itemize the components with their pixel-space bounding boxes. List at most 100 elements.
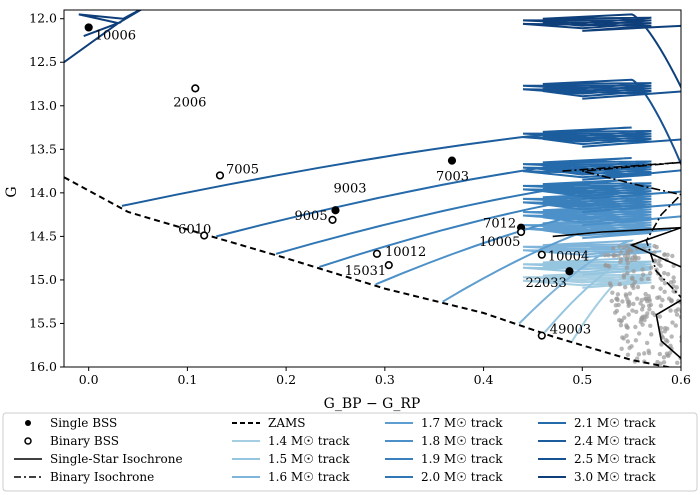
legend-entry-label: 1.8 M☉ track xyxy=(421,434,503,448)
cluster-star-point xyxy=(616,317,622,323)
cluster-star-point xyxy=(617,244,622,249)
cluster-star-point xyxy=(679,334,681,340)
cluster-star-point xyxy=(608,283,613,288)
cluster-star-point xyxy=(658,263,663,269)
cluster-star-point xyxy=(686,357,690,361)
cluster-star-point xyxy=(640,272,646,277)
cluster-star-point xyxy=(662,280,668,286)
cluster-star-point xyxy=(624,265,630,271)
cluster-main-sequence xyxy=(602,242,690,366)
cluster-star-point xyxy=(684,351,688,355)
y-tick-label: 13.0 xyxy=(29,98,57,113)
y-tick-label: 15.0 xyxy=(29,272,57,287)
legend-entry-label: Single-Star Isochrone xyxy=(50,452,183,466)
cluster-star-point xyxy=(669,299,674,304)
x-tick-label: 0.0 xyxy=(79,372,99,387)
reference-lines xyxy=(64,161,681,367)
cluster-star-point xyxy=(624,294,629,299)
cluster-star-point xyxy=(616,253,621,258)
cluster-star-point xyxy=(662,325,668,331)
cluster-star-point xyxy=(674,285,679,290)
x-tick-label: 0.1 xyxy=(177,372,197,387)
cluster-star-point xyxy=(657,258,662,263)
track-line xyxy=(522,13,681,90)
cluster-star-point xyxy=(670,253,675,259)
single-bss-marker xyxy=(331,206,340,215)
cluster-star-point xyxy=(669,334,674,339)
cluster-star-point xyxy=(624,333,629,338)
cluster-star-point xyxy=(629,344,634,349)
cluster-star-point xyxy=(618,259,623,264)
y-tick-label: 14.5 xyxy=(29,228,57,243)
legend-entry-label: 3.0 M☉ track xyxy=(574,470,656,484)
cluster-star-point xyxy=(657,351,663,357)
legend-entry-label: 2.1 M☉ track xyxy=(574,416,656,430)
cluster-star-point xyxy=(617,282,622,287)
cluster-star-point xyxy=(624,256,630,262)
cluster-star-point xyxy=(645,311,650,316)
star-id-label: 10012 xyxy=(385,245,426,260)
cluster-star-point xyxy=(675,360,680,366)
star-id-label: 10005 xyxy=(479,235,520,250)
cluster-star-point xyxy=(631,269,636,274)
cluster-star-point xyxy=(640,304,646,309)
cluster-star-point xyxy=(658,303,664,308)
cluster-star-point xyxy=(665,252,670,258)
cluster-star-point xyxy=(674,312,680,317)
cluster-star-point xyxy=(654,244,659,250)
cluster-star-point xyxy=(639,276,644,282)
cluster-star-point xyxy=(635,296,640,301)
cluster-star-point xyxy=(679,338,681,344)
binary-bss-marker xyxy=(372,249,382,258)
cluster-star-point xyxy=(625,249,630,254)
cluster-star-point xyxy=(642,351,647,356)
legend-entry-label: 1.5 M☉ track xyxy=(268,452,350,466)
cluster-star-point xyxy=(626,299,632,304)
cluster-star-point xyxy=(662,252,667,257)
cluster-star-point xyxy=(671,288,676,294)
cluster-star-point xyxy=(622,284,628,290)
legend-entry-label: Binary BSS xyxy=(50,434,119,448)
star-id-label: 10006 xyxy=(95,28,136,43)
legend-entry-label: 1.6 M☉ track xyxy=(268,470,350,484)
binary-bss-marker xyxy=(537,250,546,259)
cluster-star-point xyxy=(642,317,647,323)
cluster-star-point xyxy=(618,323,624,328)
star-id-label: 15031 xyxy=(345,264,386,279)
y-tick-label: 15.5 xyxy=(29,315,57,330)
cluster-star-point xyxy=(619,346,624,352)
cluster-star-point xyxy=(678,314,681,320)
cluster-star-point xyxy=(659,342,664,347)
cluster-star-point xyxy=(636,352,642,357)
legend-entry-label: Single BSS xyxy=(50,416,117,430)
y-tick-label: 12.0 xyxy=(29,11,57,26)
x-tick-label: 0.3 xyxy=(375,372,395,387)
cluster-star-point xyxy=(643,291,648,297)
cluster-star-point xyxy=(649,265,654,270)
legend-entry-label: Binary Isochrone xyxy=(50,470,154,484)
cluster-star-point xyxy=(620,299,625,304)
cluster-star-point xyxy=(658,286,663,291)
legend: Single BSS Binary BSS Single-Star Isochron… xyxy=(2,412,698,492)
cluster-star-point xyxy=(675,307,681,312)
bss-markers: 10006 9003 7003 7012 22033 2006 7005 6010 9005 10… xyxy=(84,23,591,340)
x-tick-label: 0.6 xyxy=(671,372,691,387)
single-bss-marker xyxy=(84,23,93,32)
cluster-star-point xyxy=(661,355,667,360)
binary-bss-marker xyxy=(191,84,200,93)
cluster-star-point xyxy=(646,296,652,302)
cluster-star-point xyxy=(646,303,652,308)
cluster-star-point xyxy=(625,352,631,358)
cluster-star-point xyxy=(671,275,676,280)
cluster-star-point xyxy=(625,325,630,330)
legend-box xyxy=(2,412,698,492)
single-bss-marker xyxy=(447,156,457,165)
cluster-star-point xyxy=(611,245,616,251)
star-id-label: 9005 xyxy=(295,209,328,224)
cluster-star-point xyxy=(636,331,642,336)
cluster-star-point xyxy=(671,279,676,284)
legend-entry-label: ZAMS xyxy=(268,416,306,430)
cluster-star-point xyxy=(657,295,662,300)
zams-line xyxy=(64,176,673,367)
